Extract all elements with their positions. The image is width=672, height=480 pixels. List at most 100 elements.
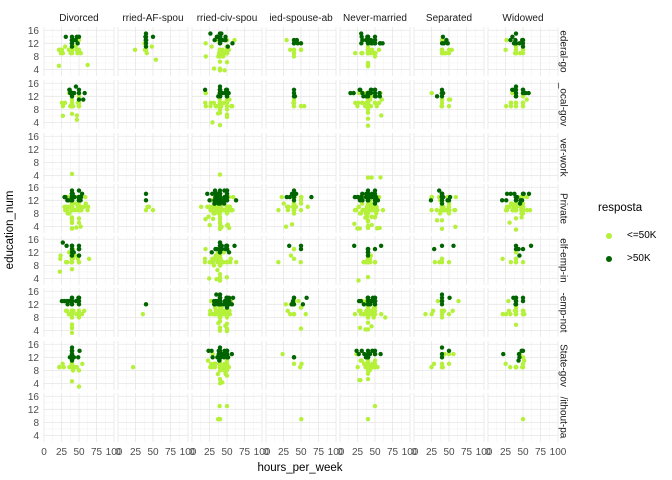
data-point-high-income <box>439 351 445 357</box>
data-point-low-income <box>520 311 526 317</box>
data-point-low-income <box>363 215 368 220</box>
row-facet-label: State-gov <box>557 344 568 387</box>
data-point-low-income <box>214 277 219 282</box>
data-point-high-income <box>499 198 505 203</box>
data-point-low-income <box>360 50 365 56</box>
data-point-high-income <box>216 94 221 99</box>
column-facet-label: ied-spouse-ab <box>269 13 333 24</box>
data-point-low-income <box>297 364 303 370</box>
data-point-high-income <box>520 298 526 304</box>
data-point-high-income <box>69 358 75 363</box>
data-point-low-income <box>369 175 374 180</box>
data-point-high-income <box>217 302 223 307</box>
data-point-high-income <box>355 194 361 200</box>
data-point-low-income <box>442 50 447 56</box>
data-point-high-income <box>521 191 526 196</box>
data-point-low-income <box>230 103 235 109</box>
data-point-low-income <box>228 259 233 265</box>
data-point-low-income <box>298 198 304 203</box>
data-point-high-income <box>76 246 82 252</box>
data-point-low-income <box>369 204 374 210</box>
data-point-low-income <box>83 201 88 206</box>
data-point-low-income <box>298 305 304 310</box>
data-point-high-income <box>65 302 70 307</box>
data-point-high-income <box>64 298 70 304</box>
data-point-low-income <box>208 100 214 106</box>
data-point-high-income <box>65 198 70 203</box>
data-point-low-income <box>451 351 456 357</box>
data-point-high-income <box>69 345 75 350</box>
data-point-low-income <box>378 175 383 180</box>
data-point-high-income <box>59 298 65 304</box>
y-tick-label: 8 <box>33 105 39 116</box>
data-point-low-income <box>62 100 68 106</box>
data-point-low-income <box>69 100 75 106</box>
data-point-low-income <box>513 100 519 106</box>
data-point-low-income <box>356 204 361 210</box>
data-point-low-income <box>376 47 382 53</box>
data-point-high-income <box>513 31 519 36</box>
data-point-high-income <box>291 188 297 193</box>
data-point-low-income <box>76 201 81 206</box>
data-point-low-income <box>524 97 529 102</box>
data-point-low-income <box>279 194 284 200</box>
data-point-high-income <box>451 243 456 248</box>
x-tick-label: 100 <box>180 447 197 458</box>
data-point-high-income <box>439 292 445 297</box>
data-point-low-income <box>520 204 526 210</box>
data-point-low-income <box>217 259 223 265</box>
data-point-high-income <box>79 191 85 196</box>
data-point-high-income <box>510 87 515 93</box>
data-point-high-income <box>304 295 309 300</box>
data-point-high-income <box>365 191 371 196</box>
data-point-high-income <box>224 94 230 99</box>
data-point-high-income <box>516 358 521 363</box>
data-point-low-income <box>85 62 90 68</box>
legend-label-high-income: >50K <box>627 253 651 264</box>
data-point-low-income <box>149 44 155 49</box>
data-point-low-income <box>68 311 73 317</box>
data-point-low-income <box>299 416 304 422</box>
data-point-high-income <box>143 302 149 307</box>
x-tick-label: 0 <box>485 447 491 458</box>
data-point-low-income <box>67 204 73 210</box>
data-point-low-income <box>217 276 223 281</box>
data-point-low-income <box>223 50 228 56</box>
row-facet-label: _ocal-gov <box>557 82 568 126</box>
data-point-high-income <box>212 198 218 203</box>
data-point-high-income <box>224 188 230 193</box>
data-point-high-income <box>76 97 82 102</box>
data-point-high-income <box>143 198 149 203</box>
data-point-low-income <box>86 256 92 262</box>
data-point-low-income <box>224 361 230 367</box>
legend: resposta <=50K >50K <box>598 202 668 270</box>
y-tick-label: 16 <box>28 183 40 194</box>
data-point-high-income <box>76 355 81 360</box>
data-point-high-income <box>428 198 434 203</box>
data-point-high-income <box>518 198 523 203</box>
data-point-low-income <box>63 308 69 314</box>
y-tick-label: 4 <box>33 274 39 285</box>
data-point-low-income <box>69 379 75 384</box>
data-point-low-income <box>439 364 445 370</box>
data-point-low-income <box>217 253 223 258</box>
data-point-high-income <box>217 191 223 196</box>
y-tick-label: 8 <box>33 158 39 169</box>
data-point-high-income <box>76 188 82 193</box>
data-point-high-income <box>373 194 379 200</box>
data-point-low-income <box>224 107 230 112</box>
x-tick-label: 50 <box>443 447 455 458</box>
x-tick-label: 50 <box>295 447 307 458</box>
row-facet-label: ederal-go <box>557 30 568 73</box>
data-point-high-income <box>359 41 364 46</box>
data-point-high-income <box>513 295 519 300</box>
y-tick-label: 12 <box>28 145 40 156</box>
data-point-high-income <box>298 243 304 248</box>
data-point-high-income <box>354 348 359 353</box>
data-point-low-income <box>372 207 378 213</box>
data-point-low-income <box>143 207 149 213</box>
data-point-low-income <box>74 117 80 122</box>
data-point-high-income <box>365 41 371 46</box>
data-point-low-income <box>288 311 293 317</box>
data-point-low-income <box>222 68 227 73</box>
